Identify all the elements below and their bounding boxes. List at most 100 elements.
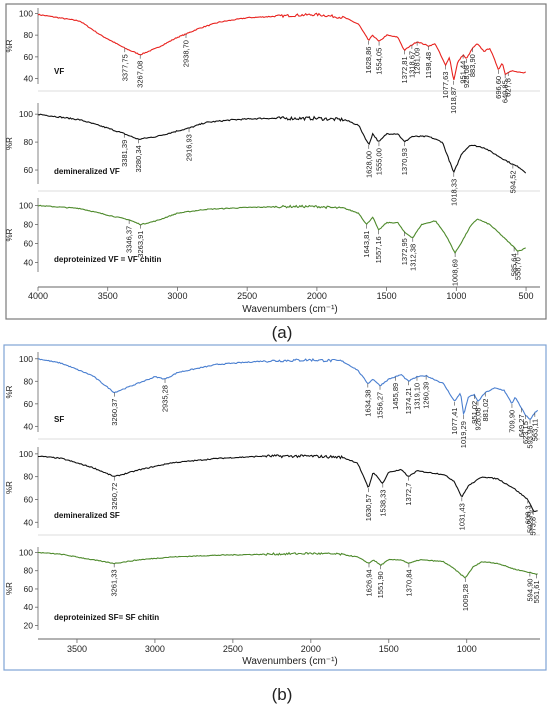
spectrum-b-2: 100 80 60 40 20 %R 3261,33 1626,94 1551,90 1370,8… xyxy=(5,547,541,630)
x-axis-label: Wavenumbers (cm⁻¹) xyxy=(242,656,337,667)
peak-label: 594,52 xyxy=(508,170,517,193)
y-tick-label: 40 xyxy=(24,517,34,527)
peak-label: 1312,38 xyxy=(408,244,417,271)
peak-label: 573,8 xyxy=(529,517,538,536)
peak-label: 881,02 xyxy=(481,399,490,422)
peak-label: 1260,39 xyxy=(422,382,431,409)
y-tick-label: 40 xyxy=(24,421,34,431)
peak-label: 928,08 xyxy=(473,408,482,431)
peak-label: 1556,27 xyxy=(376,392,385,419)
y-axis-label: %R xyxy=(5,582,14,595)
peak-label: 1319,10 xyxy=(412,383,421,410)
spectrum-line xyxy=(37,113,527,174)
y-tick-label: 60 xyxy=(24,399,34,409)
y-tick-label: 60 xyxy=(24,584,34,594)
peak-label: 2938,70 xyxy=(181,40,190,67)
peak-label: 1554,05 xyxy=(375,48,384,75)
spectrum-a-1: 100 80 60 %R 3381,39 3280,34 2916,93 1628,00 155… xyxy=(5,103,540,206)
y-tick-label: 100 xyxy=(19,8,33,18)
peak-label: 1555,00 xyxy=(374,148,383,175)
peak-label: 2935,28 xyxy=(161,385,170,412)
y-tick-label: 100 xyxy=(19,354,33,364)
series-label: deproteinized SF= SF chitin xyxy=(54,613,159,622)
y-tick-label: 100 xyxy=(19,449,33,459)
peak-label: 1008,69 xyxy=(451,259,460,286)
y-tick-label: 80 xyxy=(24,220,34,230)
x-tick-label: 2500 xyxy=(223,644,243,654)
peak-label: 1019,29 xyxy=(459,421,468,448)
x-tick-label: 500 xyxy=(519,291,534,301)
y-axis-label: %R xyxy=(5,228,14,241)
peak-label: 593,96 xyxy=(526,426,535,449)
x-tick-label: 1000 xyxy=(457,644,477,654)
peak-label: 1318,67 xyxy=(407,51,416,78)
peak-label: 649,85 xyxy=(501,80,510,103)
series-label: VF xyxy=(54,67,64,76)
peak-label: 1538,33 xyxy=(378,490,387,517)
x-tick-label: 1500 xyxy=(379,644,399,654)
peak-label: 2916,93 xyxy=(185,134,194,161)
x-tick-label: 4000 xyxy=(28,291,48,301)
y-tick-label: 40 xyxy=(24,602,34,612)
series-label: demineralized SF xyxy=(54,511,120,520)
peak-label: 1009,28 xyxy=(461,584,470,611)
y-tick-label: 20 xyxy=(24,620,34,630)
peak-label: 1018,87 xyxy=(449,87,458,114)
y-tick-label: 60 xyxy=(24,239,34,249)
x-tick-label: 1500 xyxy=(377,291,397,301)
panel-frame xyxy=(3,344,547,671)
y-tick-label: 40 xyxy=(24,258,34,268)
spectrum-line xyxy=(37,204,526,255)
y-tick-label: 80 xyxy=(24,472,34,482)
y-tick-label: 80 xyxy=(24,376,34,386)
spectrum-b-1: 100 80 60 40 %R 3260,72 1630,57 1538,33 1372,7 10… xyxy=(5,447,540,536)
peak-label: 3261,33 xyxy=(110,569,119,596)
peak-label: 649,27 xyxy=(517,414,526,437)
peak-label: 928,08 xyxy=(462,65,471,88)
y-tick-label: 80 xyxy=(24,137,34,147)
spectrum-b-0: 100 80 60 40 %R 3260,37 2935,28 1634,38 1556,27 1… xyxy=(5,352,540,449)
peak-label: 623,15 xyxy=(521,421,530,444)
peak-label: 3260,37 xyxy=(110,399,119,426)
y-tick-label: 100 xyxy=(19,109,33,119)
peak-label: 3260,72 xyxy=(110,483,119,510)
peak-label: 1634,38 xyxy=(363,390,372,417)
y-axis-label: %R xyxy=(5,39,14,52)
peak-label: 585,64 xyxy=(510,253,519,276)
peak-label: 608,3 xyxy=(523,505,532,524)
series-label: deproteinized VF = VF chitin xyxy=(54,255,161,264)
peak-label: 1557,16 xyxy=(374,236,383,263)
y-tick-label: 60 xyxy=(24,52,34,62)
peak-label: 1455,89 xyxy=(391,383,400,410)
peak-label: 1077,63 xyxy=(441,72,450,99)
x-axis-label: Wavenumbers (cm⁻¹) xyxy=(242,304,337,315)
panel-b: 100 80 60 40 %R 3260,37 2935,28 1634,38 1556,27 1… xyxy=(3,344,547,671)
peak-label: 1198,48 xyxy=(424,52,433,79)
x-tick-label: 3000 xyxy=(145,644,165,654)
caption-a: (a) xyxy=(272,323,293,342)
x-tick-label: 2000 xyxy=(307,291,327,301)
peak-label: 1372,7 xyxy=(404,483,413,506)
peak-label: 1626,94 xyxy=(364,569,373,596)
spectrum-line xyxy=(37,358,539,420)
x-tick-label: 3000 xyxy=(167,291,187,301)
y-tick-label: 100 xyxy=(19,547,33,557)
y-axis-label: %R xyxy=(5,137,14,150)
peak-label: 3377,75 xyxy=(120,54,129,81)
peak-label: 1281,09 xyxy=(413,48,422,75)
x-tick-label: 3500 xyxy=(67,644,87,654)
caption-b: (b) xyxy=(272,685,293,704)
peak-label: 1630,57 xyxy=(364,494,373,521)
x-tick-label: 2500 xyxy=(237,291,257,301)
peak-label: 3263,91 xyxy=(136,231,145,258)
peak-label: 1077,41 xyxy=(450,408,459,435)
peak-label: 1628,00 xyxy=(364,151,373,178)
peak-label: 1372,95 xyxy=(400,238,409,265)
y-tick-label: 100 xyxy=(19,201,33,211)
peak-label: 1551,90 xyxy=(376,571,385,598)
peak-label: 563,11 xyxy=(530,419,539,441)
peak-label: 551,61 xyxy=(532,580,541,603)
peak-label: 558,70 xyxy=(513,257,522,280)
